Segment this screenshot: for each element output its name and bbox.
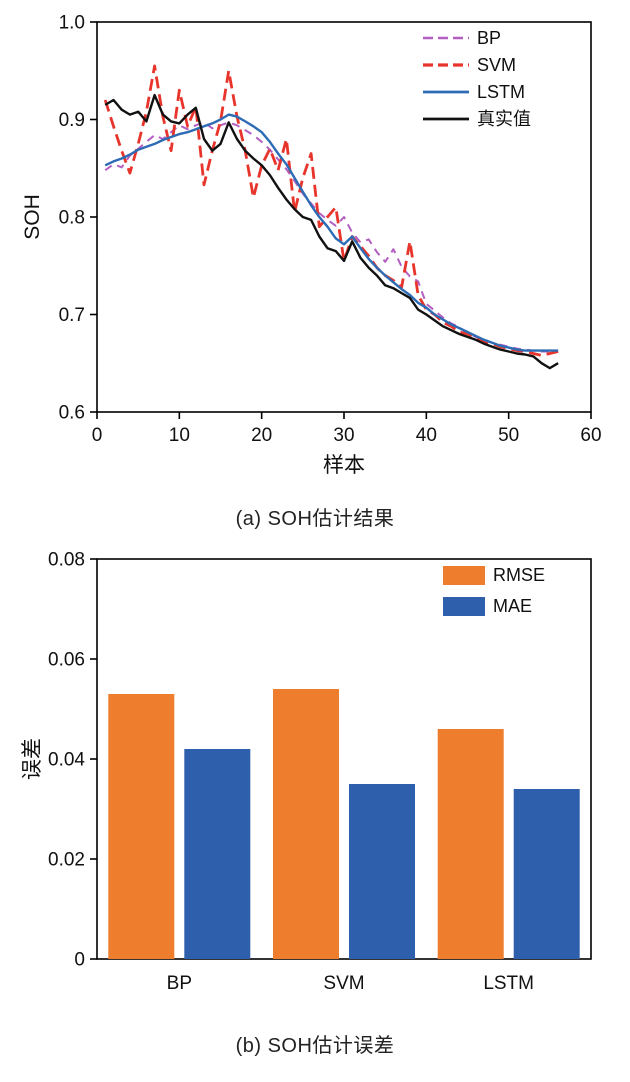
x-tick-label: 50 [498,425,519,446]
bar-mae-lstm [513,789,580,959]
legend-swatch-RMSE [443,566,485,585]
y-tick-label: 1.0 [59,13,85,34]
legend-label-LSTM: LSTM [477,82,525,102]
y-tick-label: 0.04 [48,750,85,771]
error-bar-chart: 0 0.02 0.04 0.06 0.08 误差 BP SVM LSTM RMSE MAE [21,550,592,994]
y-tick-label: 0.8 [59,208,85,229]
legend-swatch-MAE [443,597,485,616]
y-tick-label: 0.7 [59,305,85,326]
legend-label-BP: BP [477,28,501,48]
y-tick-label: 0.02 [48,850,85,871]
y-axis-label: SOH [21,194,44,240]
legend-label-SVM: SVM [477,55,516,75]
x-tick-label: 60 [580,425,601,446]
x-tick-label: 20 [251,425,272,446]
category-label-BP: BP [167,973,192,994]
bar-mae-bp [184,749,251,959]
series-line-LSTM [104,113,559,352]
x-tick-label: 40 [416,425,437,446]
legend-label-MAE: MAE [493,596,532,616]
y-tick-label: 0.6 [59,403,85,424]
legend-label-真实值: 真实值 [477,109,531,129]
x-axis-label: 样本 [323,454,365,477]
x-tick-label: 10 [169,425,190,446]
soh-line-chart: 0 10 20 30 40 50 60 0.6 0.7 0.8 0.9 1.0 样本 SOH BP SVM LS… [21,13,602,478]
y-axis-label: 误差 [21,738,44,780]
series-line-真实值 [104,93,559,370]
legend-label-RMSE: RMSE [493,565,545,585]
category-label-SVM: SVM [323,973,364,994]
bar-chart-caption: (b) SOH估计误差 [235,1035,395,1057]
y-tick-label: 0.9 [59,110,85,131]
bar-mae-svm [349,784,415,959]
bar-rmse-lstm [437,729,504,959]
soh-line-chart-figure: 0 10 20 30 40 50 60 0.6 0.7 0.8 0.9 1.0 样本 SOH BP SVM LS… [10,8,620,531]
x-tick-label: 30 [333,425,354,446]
y-tick-label: 0.08 [48,550,85,571]
y-tick-label: 0.06 [48,650,85,671]
y-tick-label: 0 [74,950,85,971]
bar-rmse-bp [108,694,175,959]
error-bar-chart-figure: 0 0.02 0.04 0.06 0.08 误差 BP SVM LSTM RMSE MAE (b) … [10,545,620,1058]
bar-rmse-svm [273,689,339,959]
category-label-LSTM: LSTM [483,973,534,994]
x-tick-label: 0 [92,425,103,446]
series-line-BP [104,121,559,353]
line-chart-caption: (a) SOH估计结果 [235,508,395,530]
series-line-SVM [103,64,559,357]
